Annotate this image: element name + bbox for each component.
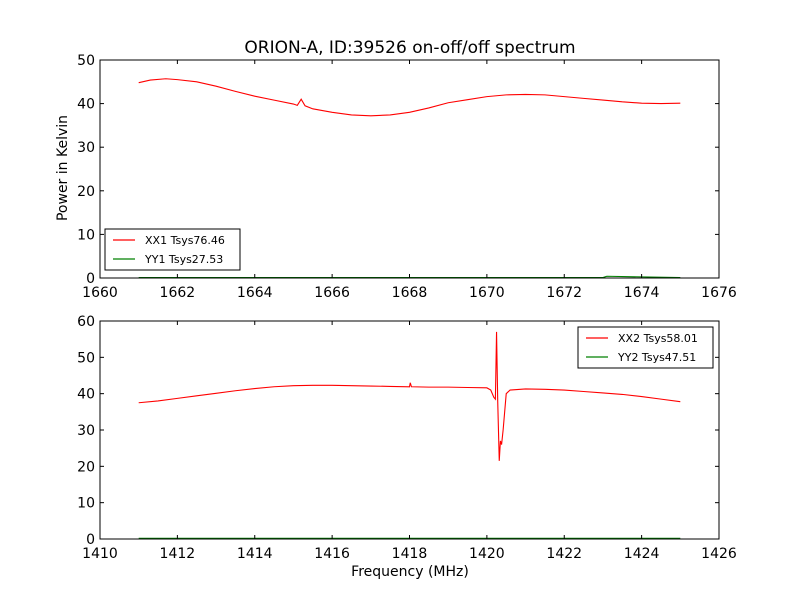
x-tick-label: 1420 — [469, 546, 505, 562]
y-tick-label: 10 — [77, 496, 95, 512]
legend-entry: YY1 Tsys27.53 — [144, 253, 223, 266]
y-tick-label: 30 — [77, 140, 95, 156]
series-line-bottom-xx — [138, 331, 681, 461]
legend-box — [577, 326, 714, 369]
y-tick-label: 60 — [77, 314, 95, 330]
x-tick-label: 1414 — [237, 546, 273, 562]
series-line-top-xx — [138, 78, 681, 117]
x-tick-label: 1666 — [314, 285, 350, 301]
y-tick-label: 30 — [77, 423, 95, 439]
y-tick-label: 40 — [77, 97, 95, 113]
x-tick-label: 1664 — [237, 285, 273, 301]
legend-entry: XX1 Tsys76.46 — [145, 234, 225, 247]
y-tick-label: 0 — [86, 271, 95, 287]
y-axis-label: Power in Kelvin — [55, 115, 71, 221]
bottom-subplot: 1410 1412 1414 1416 1418 1420 1422 1424 1426 0 10 2… — [77, 314, 737, 562]
x-tick-label: 1424 — [624, 546, 660, 562]
x-tick-label: 1674 — [624, 285, 660, 301]
x-tick-label: 1422 — [546, 546, 582, 562]
y-tick-label: 20 — [77, 459, 95, 475]
legend-entry: XX2 Tsys58.01 — [618, 332, 698, 345]
y-tick-label: 0 — [86, 532, 95, 548]
x-tick-label: 1410 — [82, 546, 118, 562]
legend: XX1 Tsys76.46 YY1 Tsys27.53 — [104, 228, 241, 271]
chart-title: ORION-A, ID:39526 on-off/off spectrum — [244, 38, 575, 58]
x-axis-label: Frequency (MHz) — [351, 564, 469, 580]
x-tick-label: 1412 — [160, 546, 196, 562]
legend-entry: YY2 Tsys47.51 — [617, 351, 696, 364]
x-tick-label: 1426 — [701, 546, 737, 562]
top-subplot: 1660 1662 1664 1666 1668 1670 1672 1674 1676 0 10 2… — [77, 53, 737, 301]
y-tick-label: 40 — [77, 387, 95, 403]
x-tick-label: 1668 — [392, 285, 428, 301]
x-tick-label: 1662 — [160, 285, 196, 301]
x-tick-label: 1416 — [314, 546, 350, 562]
y-tick-label: 20 — [77, 184, 95, 200]
x-tick-label: 1670 — [469, 285, 505, 301]
legend: XX2 Tsys58.01 YY2 Tsys47.51 — [577, 326, 714, 369]
y-tick-label: 50 — [77, 350, 95, 366]
x-tick-label: 1672 — [546, 285, 582, 301]
y-tick-label: 10 — [77, 227, 95, 243]
legend-box — [104, 228, 241, 271]
x-tick-label: 1676 — [701, 285, 737, 301]
y-tick-label: 50 — [77, 53, 95, 69]
x-tick-label: 1660 — [82, 285, 118, 301]
x-tick-label: 1418 — [392, 546, 428, 562]
